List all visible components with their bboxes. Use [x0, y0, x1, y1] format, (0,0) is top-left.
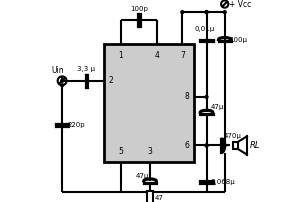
Text: 100p: 100p [130, 6, 148, 12]
Text: 8: 8 [184, 93, 189, 101]
Text: Uin: Uin [51, 66, 64, 75]
Text: RL: RL [250, 141, 260, 150]
Text: 7: 7 [180, 50, 185, 60]
Text: 0,01μ: 0,01μ [194, 26, 215, 32]
Text: 47μ: 47μ [136, 173, 149, 179]
Text: + Vcc: + Vcc [229, 0, 251, 8]
Text: 2: 2 [109, 76, 113, 85]
Circle shape [181, 11, 184, 14]
Text: 220p: 220p [67, 122, 85, 128]
Text: 4: 4 [154, 50, 160, 60]
Circle shape [61, 84, 64, 87]
Circle shape [205, 144, 208, 147]
Bar [147, 191, 153, 202]
Circle shape [223, 144, 226, 147]
Circle shape [205, 96, 208, 98]
Text: 47μ: 47μ [211, 104, 224, 110]
Circle shape [205, 11, 208, 14]
Text: 100μ: 100μ [229, 37, 247, 43]
Text: 3: 3 [148, 146, 152, 156]
Circle shape [223, 11, 226, 14]
Text: 1: 1 [118, 50, 123, 60]
Text: 47: 47 [155, 195, 164, 201]
Text: 470μ: 470μ [224, 133, 242, 139]
Bar [233, 142, 238, 149]
Text: 5: 5 [118, 146, 123, 156]
Circle shape [61, 79, 64, 82]
Circle shape [205, 144, 208, 147]
Text: 0,068μ: 0,068μ [211, 179, 236, 185]
Text: 3,3 μ: 3,3 μ [77, 66, 95, 72]
Text: 6: 6 [184, 141, 189, 150]
Bar [103, 44, 194, 162]
Circle shape [205, 11, 208, 14]
